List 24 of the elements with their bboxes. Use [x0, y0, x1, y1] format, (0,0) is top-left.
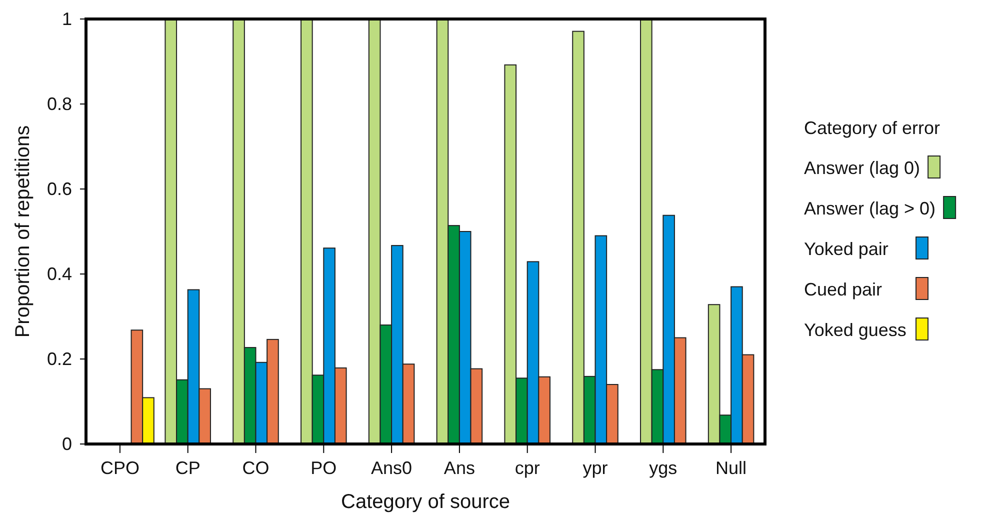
x-tick-label: ygs	[649, 458, 678, 478]
x-tick-label: Null	[716, 458, 747, 478]
legend-label: Yoked pair	[804, 239, 888, 259]
x-tick-label: PO	[310, 458, 337, 478]
legend-label: Answer (lag > 0)	[804, 198, 936, 218]
legend-label: Answer (lag 0)	[804, 158, 920, 178]
y-tick-label: 0.8	[46, 94, 72, 114]
y-tick-label: 0.4	[46, 264, 72, 284]
x-tick-label: cpr	[514, 458, 540, 478]
y-tick-label: 0	[62, 434, 72, 454]
x-tick-label: CO	[242, 458, 270, 478]
x-tick-label: Ans	[444, 458, 475, 478]
y-tick-label: 0.2	[46, 348, 72, 369]
legend-label: Cued pair	[804, 280, 882, 300]
x-tick-label: CPO	[100, 458, 140, 478]
x-tick-label: ypr	[582, 458, 608, 478]
y-tick-label: 0.6	[46, 178, 72, 199]
x-tick-label: CP	[175, 458, 200, 478]
legend-label: Yoked guess	[804, 320, 906, 340]
x-tick-label: Ans0	[371, 458, 412, 478]
legend-title: Category of error	[804, 118, 940, 138]
x-axis-title: Category of source	[341, 491, 510, 513]
y-tick-label: 1	[62, 8, 72, 29]
y-axis-title: Proportion of repetitions	[12, 125, 34, 338]
